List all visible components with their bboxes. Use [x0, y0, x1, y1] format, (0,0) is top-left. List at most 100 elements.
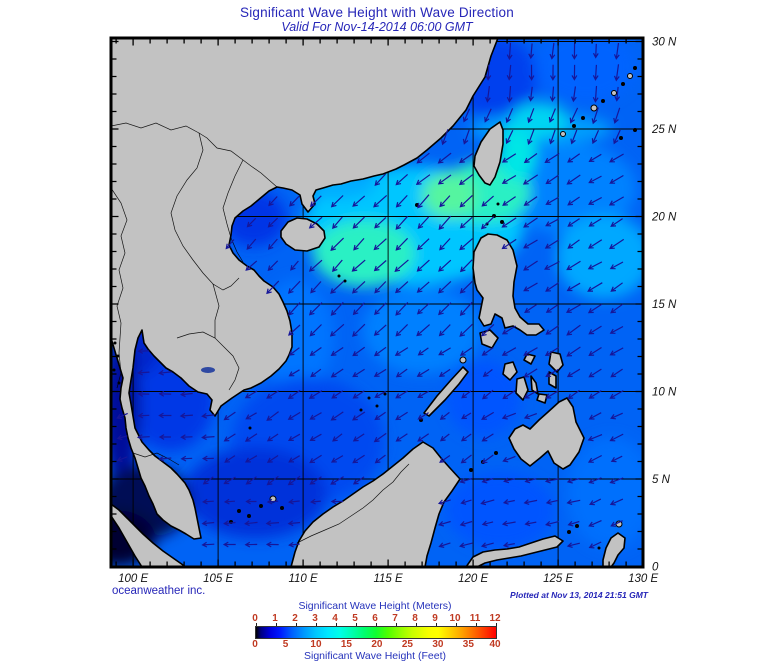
island-dot — [611, 90, 617, 96]
land-bohol — [536, 393, 548, 404]
land-sumatra — [111, 503, 187, 567]
legend-tick — [316, 623, 317, 626]
land-taiwan — [473, 121, 504, 186]
legend-tick — [296, 623, 297, 626]
wave-height-blob — [313, 220, 416, 287]
legend-meters-value: 10 — [449, 613, 461, 624]
map-canvas — [109, 36, 645, 569]
wave-height-blob — [445, 472, 555, 549]
legend-meters-value: 12 — [489, 613, 501, 624]
island-dot — [459, 356, 467, 364]
legend-tick — [476, 623, 477, 626]
island-dot — [590, 104, 598, 112]
legend-meters-value: 4 — [332, 613, 338, 624]
island-dot — [500, 220, 504, 224]
island-dot — [494, 451, 498, 455]
legend-tick — [436, 623, 437, 626]
legend-tick — [376, 623, 377, 626]
legend-meters-ticks: 0 1 2 3 4 5 6 7 8 9 10 11 12 — [252, 613, 500, 624]
wave-height-blob — [500, 143, 637, 234]
legend-tick — [456, 623, 457, 626]
island-dot — [627, 73, 633, 79]
lat-tick-label: 5 N — [652, 474, 671, 486]
island-dot — [581, 116, 585, 120]
legend-feet-value: 25 — [401, 639, 413, 650]
legend-tick — [396, 623, 397, 626]
island-dot — [601, 99, 605, 103]
lon-tick-label: 105 E — [203, 573, 233, 585]
island-dot — [597, 546, 601, 550]
island-dot — [469, 468, 473, 472]
island-dot — [572, 124, 576, 128]
legend-meters-value: 6 — [372, 613, 378, 624]
lat-tick-label: 20 N — [651, 212, 677, 224]
land-halmahera — [602, 532, 626, 567]
lon-tick-label: 130 E — [628, 573, 658, 585]
legend-feet-value: 0 — [252, 639, 258, 650]
island-dot — [560, 131, 566, 137]
border-layer — [111, 122, 410, 544]
wave-height-blob — [510, 102, 569, 138]
island-dot — [116, 354, 120, 358]
land-sulawesi — [465, 535, 564, 567]
wave-height-blob — [566, 437, 643, 549]
credit-oceanweather: oceanweather inc. — [112, 585, 206, 597]
lat-tick-label: 10 N — [652, 387, 677, 399]
legend-feet-ticks: 0 5 10 15 20 25 30 35 40 — [252, 639, 500, 650]
island-dot — [621, 82, 625, 86]
land-panay — [502, 361, 518, 381]
island-dot — [567, 530, 571, 534]
lon-tick-label: 100 E — [118, 573, 148, 585]
legend-feet-value: 35 — [462, 639, 474, 650]
lat-tick-label: 30 N — [652, 37, 677, 49]
legend-meters-value: 2 — [292, 613, 298, 624]
legend-feet-value: 10 — [310, 639, 322, 650]
wave-height-blob — [362, 286, 482, 374]
island-dot — [112, 368, 116, 372]
map-frame — [109, 36, 645, 569]
land-hainan — [280, 217, 326, 252]
legend-meters-value: 7 — [392, 613, 398, 624]
legend-tick — [276, 623, 277, 626]
wave-height-blob — [498, 122, 536, 182]
island-dot — [367, 396, 371, 400]
legend-meters-value: 1 — [272, 613, 278, 624]
wave-direction-arrows — [116, 42, 625, 549]
legend-meters-value: 9 — [432, 613, 438, 624]
plotted-timestamp: Plotted at Nov 13, 2014 21:51 GMT — [510, 590, 648, 600]
island-dot — [280, 506, 284, 510]
chart-subtitle: Valid For Nov-14-2014 06:00 GMT — [281, 20, 473, 34]
land-negros — [515, 376, 529, 401]
land-samar — [548, 351, 564, 373]
legend-colorbar — [255, 623, 497, 639]
lat-tick-label: 15 N — [652, 299, 677, 311]
legend-tick — [356, 623, 357, 626]
legend-meters-value: 5 — [352, 613, 358, 624]
legend-tick — [496, 623, 497, 626]
lon-tick-label: 125 E — [543, 573, 573, 585]
island-dot — [496, 202, 500, 206]
island-dot — [383, 392, 387, 396]
land-masbate — [523, 353, 536, 365]
land-layer — [111, 38, 637, 567]
island-dot — [259, 504, 263, 508]
land-luzon — [472, 233, 545, 336]
legend-tick — [256, 623, 257, 626]
axis-labels: 100 E 105 E 110 E 115 E 120 E 125 E 130 E 30 N 2… — [118, 37, 677, 586]
island-dot — [247, 514, 251, 518]
wave-height-blob — [534, 38, 637, 103]
lon-tick-label: 120 E — [458, 573, 488, 585]
arrow-layer — [116, 42, 625, 549]
island-dot — [575, 524, 579, 528]
lake-tonle-sap — [201, 367, 215, 373]
legend-title-feet: Significant Wave Height (Feet) — [303, 650, 446, 662]
island-dot — [248, 426, 252, 430]
island-dot — [343, 279, 347, 283]
island-dot — [619, 136, 623, 140]
island-dot — [633, 66, 637, 70]
legend-feet-value: 15 — [340, 639, 352, 650]
lon-tick-label: 110 E — [288, 573, 318, 585]
legend-feet-value: 40 — [489, 639, 501, 650]
